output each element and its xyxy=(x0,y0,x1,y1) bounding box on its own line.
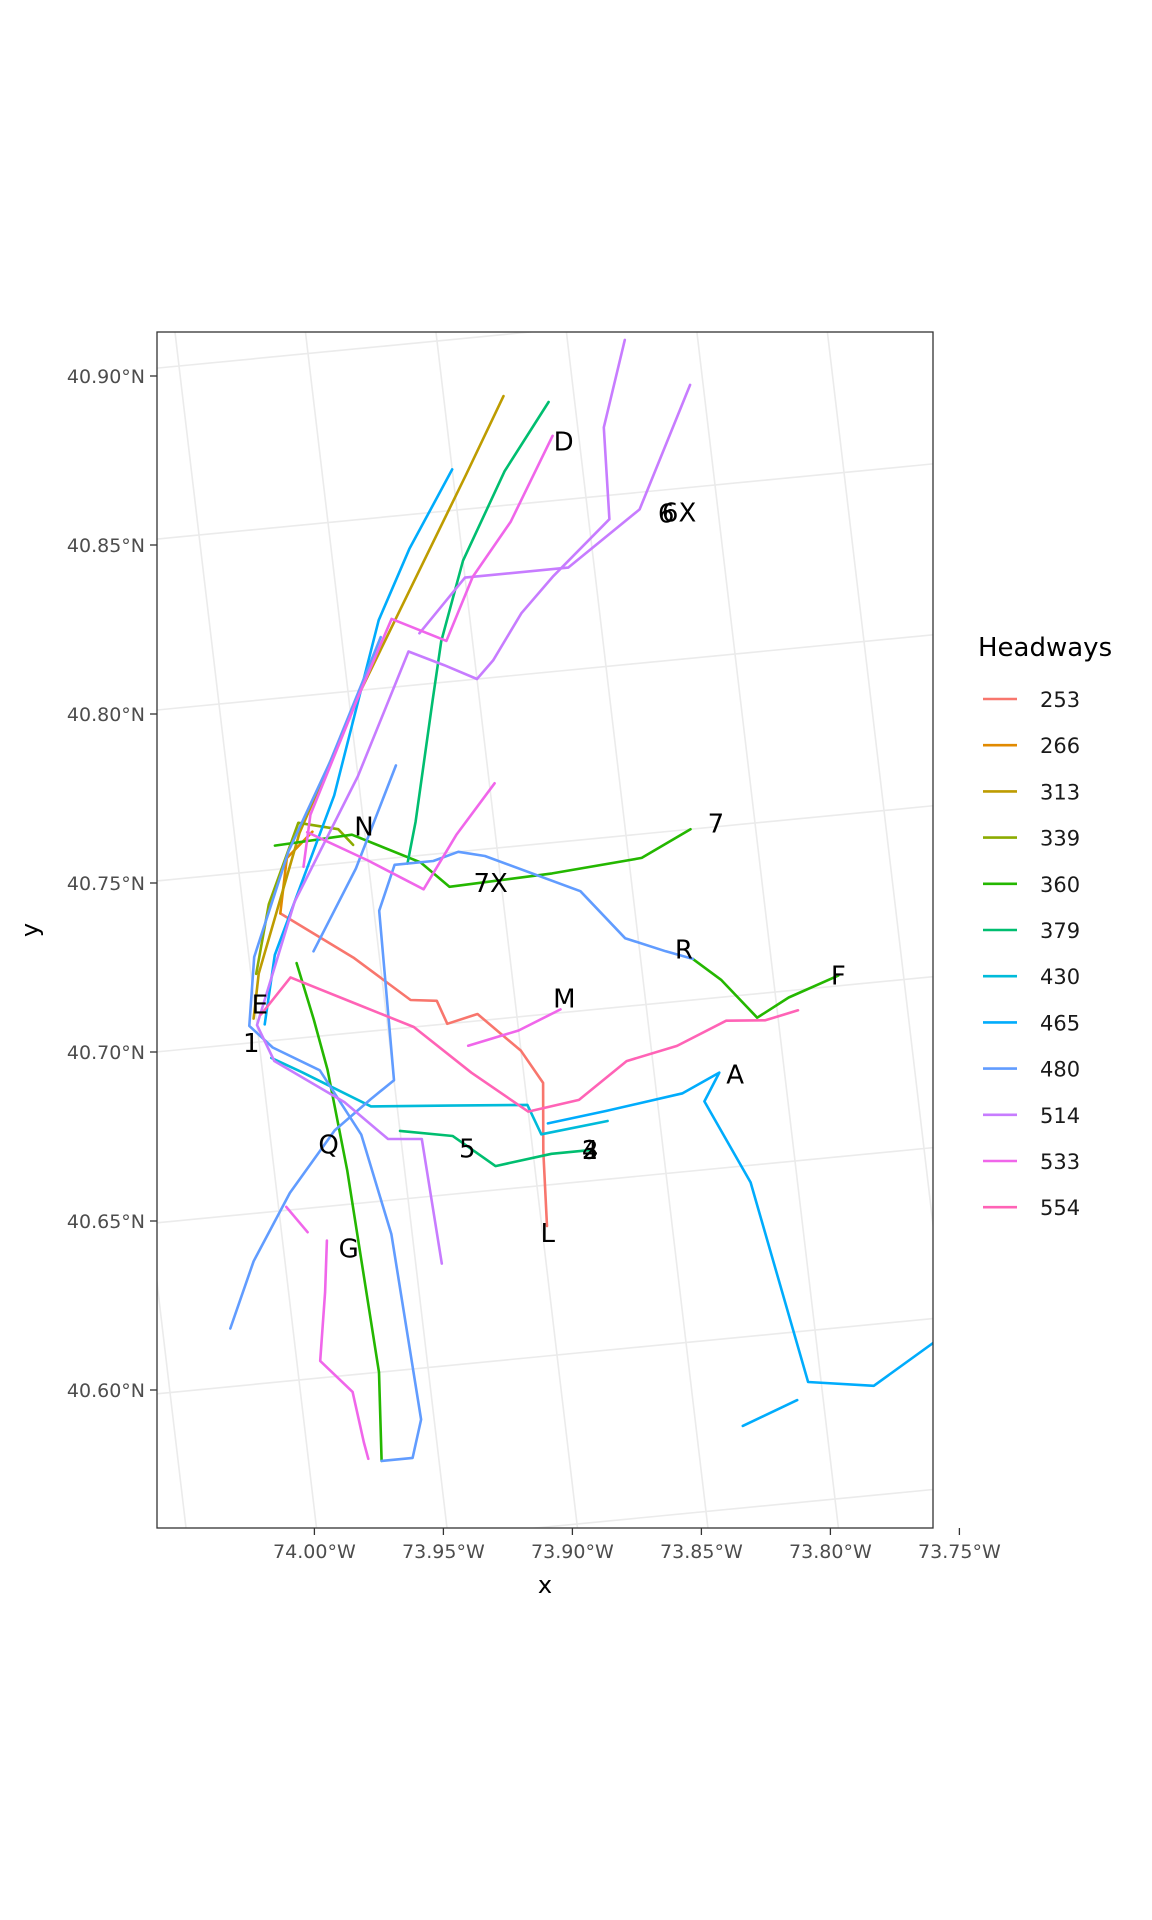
meridian-gridline xyxy=(174,332,318,1528)
y-tick-label: 40.75°N xyxy=(67,873,145,895)
route-line-480 xyxy=(229,850,695,1330)
route-line-533 xyxy=(302,434,554,869)
meridian-gridline xyxy=(304,332,448,1528)
x-tick-label: 73.95°W xyxy=(402,1541,485,1563)
route-label: 5 xyxy=(459,1134,476,1164)
x-axis-title: x xyxy=(538,1571,552,1599)
parallel-gridline xyxy=(157,332,539,369)
y-axis-title: y xyxy=(16,923,44,937)
legend-entry-label: 465 xyxy=(1040,1011,1080,1035)
route-line-480 xyxy=(248,635,423,1463)
route-label: 4 xyxy=(582,1136,599,1166)
route-label: 1 xyxy=(243,1029,260,1059)
y-tick-label: 40.70°N xyxy=(67,1042,145,1064)
route-line-430 xyxy=(269,1056,609,1136)
meridian-gridline xyxy=(696,332,840,1528)
parallel-gridline xyxy=(157,975,933,1053)
route-line-360 xyxy=(273,827,692,889)
route-line-465 xyxy=(546,1071,933,1388)
route-label: D xyxy=(554,428,574,458)
legend-entry-label: 379 xyxy=(1040,919,1080,943)
legend-title: Headways xyxy=(978,633,1112,663)
parallel-gridline xyxy=(157,463,933,540)
route-line-379 xyxy=(406,400,550,865)
legend-entry-label: 360 xyxy=(1040,873,1080,897)
route-line-533 xyxy=(466,1008,562,1047)
x-tick-label: 74.00°W xyxy=(273,1541,356,1563)
meridian-gridline xyxy=(565,332,709,1528)
x-tick-label: 73.80°W xyxy=(789,1541,872,1563)
route-label: A xyxy=(726,1061,744,1091)
meridian-gridline xyxy=(435,332,579,1528)
x-axis-ticks: 74.00°W 73.95°W 73.90°W 73.85°W 73.80°W 73.75… xyxy=(273,1528,1001,1563)
legend-entry-label: 339 xyxy=(1040,827,1080,851)
meridian-gridline xyxy=(157,1275,187,1528)
route-label: 3 xyxy=(582,1136,599,1166)
route-line-554 xyxy=(259,976,800,1113)
route-label: L xyxy=(541,1219,556,1249)
route-label: 7X xyxy=(474,869,508,899)
route-label: 6X xyxy=(662,498,696,528)
parallel-gridline xyxy=(157,1146,933,1224)
route-label: 6 xyxy=(658,500,675,530)
legend-entry-label: 554 xyxy=(1040,1196,1080,1220)
graticule-grid xyxy=(157,332,933,1528)
x-tick-label: 73.75°W xyxy=(918,1541,1001,1563)
route-label: 7 xyxy=(708,809,725,839)
route-line-253 xyxy=(278,912,549,1228)
y-tick-label: 40.90°N xyxy=(67,366,145,388)
y-tick-label: 40.65°N xyxy=(67,1211,145,1233)
route-labels: D 66X N 7 7X R E M F 1 A Q 5 234 G L xyxy=(243,428,846,1265)
route-line-360 xyxy=(691,957,840,1020)
route-line-360 xyxy=(295,961,383,1463)
route-label: F xyxy=(831,962,846,992)
transit-routes xyxy=(229,338,933,1463)
legend-items: 253 266 313 339 360 379 430 465 480 514 533 554 xyxy=(983,688,1080,1220)
legend-entry-label: 266 xyxy=(1040,734,1080,758)
parallel-gridline xyxy=(527,1488,933,1528)
route-line-533 xyxy=(305,781,496,891)
route-line-514 xyxy=(418,383,692,635)
legend-entry-label: 514 xyxy=(1040,1104,1080,1128)
y-tick-label: 40.80°N xyxy=(67,704,145,726)
x-tick-label: 73.90°W xyxy=(531,1541,614,1563)
parallel-gridline xyxy=(157,1317,933,1395)
route-label: Q xyxy=(318,1131,338,1161)
route-line-533 xyxy=(318,1239,370,1461)
parallel-gridline xyxy=(157,804,933,882)
meridian-gridline xyxy=(826,332,933,1232)
legend-entry-label: 480 xyxy=(1040,1058,1080,1082)
route-label: R xyxy=(675,936,693,966)
route-label: N xyxy=(354,813,373,843)
route-label: E xyxy=(252,990,268,1020)
legend-entry-label: 253 xyxy=(1040,688,1080,712)
route-line-533 xyxy=(284,1205,309,1234)
legend-entry-label: 313 xyxy=(1040,780,1080,804)
y-axis-ticks: 40.90°N 40.85°N 40.80°N 40.75°N 40.70°N 40.65… xyxy=(67,366,157,1402)
route-line-514 xyxy=(255,338,627,1265)
route-line-379 xyxy=(398,1129,592,1168)
legend-entry-label: 533 xyxy=(1040,1150,1080,1174)
route-line-480 xyxy=(312,764,398,953)
route-line-465 xyxy=(741,1398,799,1428)
legend: Headways 253 266 313 339 360 379 430 465 480 514 5… xyxy=(978,633,1112,1220)
x-tick-label: 73.85°W xyxy=(660,1541,743,1563)
legend-entry-label: 430 xyxy=(1040,965,1080,989)
parallel-gridline xyxy=(157,634,933,711)
route-label: 2 xyxy=(582,1136,599,1166)
route-label: M xyxy=(553,985,575,1015)
route-label: G xyxy=(339,1235,359,1265)
route-line-465 xyxy=(263,468,454,1026)
y-tick-label: 40.85°N xyxy=(67,535,145,557)
panel-border xyxy=(156,331,934,1529)
y-tick-label: 40.60°N xyxy=(67,1380,145,1402)
